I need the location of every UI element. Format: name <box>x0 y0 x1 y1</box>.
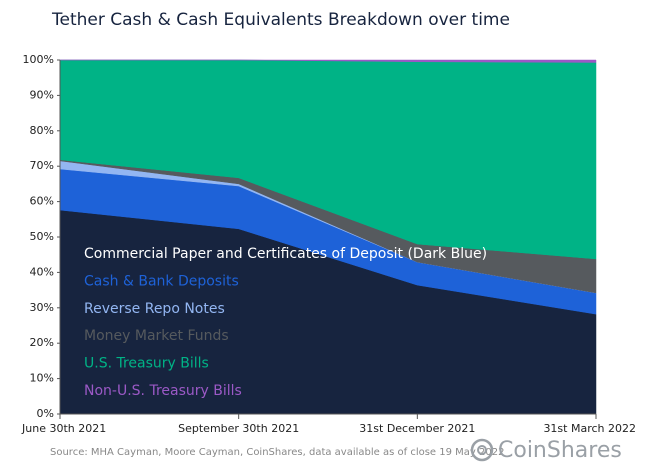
y-tick-label: 10% <box>30 372 54 385</box>
x-tick-label: June 30th 2021 <box>21 422 106 435</box>
source-note: Source: MHA Cayman, Moore Cayman, CoinSh… <box>50 447 504 458</box>
legend-label: Commercial Paper and Certificates of Dep… <box>84 246 487 262</box>
logo-text: CoinShares <box>498 438 622 463</box>
y-tick-label: 60% <box>30 195 54 208</box>
y-tick-label: 90% <box>30 88 54 101</box>
y-tick-label: 0% <box>37 407 54 420</box>
logo-icon <box>470 438 494 462</box>
y-tick-label: 80% <box>30 124 54 137</box>
legend-label: Non-U.S. Treasury Bills <box>84 383 242 399</box>
x-tick-label: 31st March 2022 <box>543 422 636 435</box>
chart-title: Tether Cash & Cash Equivalents Breakdown… <box>51 10 510 30</box>
y-tick-label: 100% <box>23 53 54 66</box>
area <box>60 59 597 63</box>
y-tick-label: 30% <box>30 301 54 314</box>
x-tick-label: September 30th 2021 <box>178 422 299 435</box>
legend-label: Reverse Repo Notes <box>84 301 225 317</box>
legend-label: U.S. Treasury Bills <box>84 356 209 372</box>
y-tick-label: 40% <box>30 265 54 278</box>
legend-label: Money Market Funds <box>84 328 229 344</box>
y-tick-label: 20% <box>30 336 54 349</box>
y-tick-label: 50% <box>30 230 54 243</box>
x-tick-label: 31st December 2021 <box>359 422 475 435</box>
y-tick-label: 70% <box>30 159 54 172</box>
legend-label: Cash & Bank Deposits <box>84 273 239 289</box>
